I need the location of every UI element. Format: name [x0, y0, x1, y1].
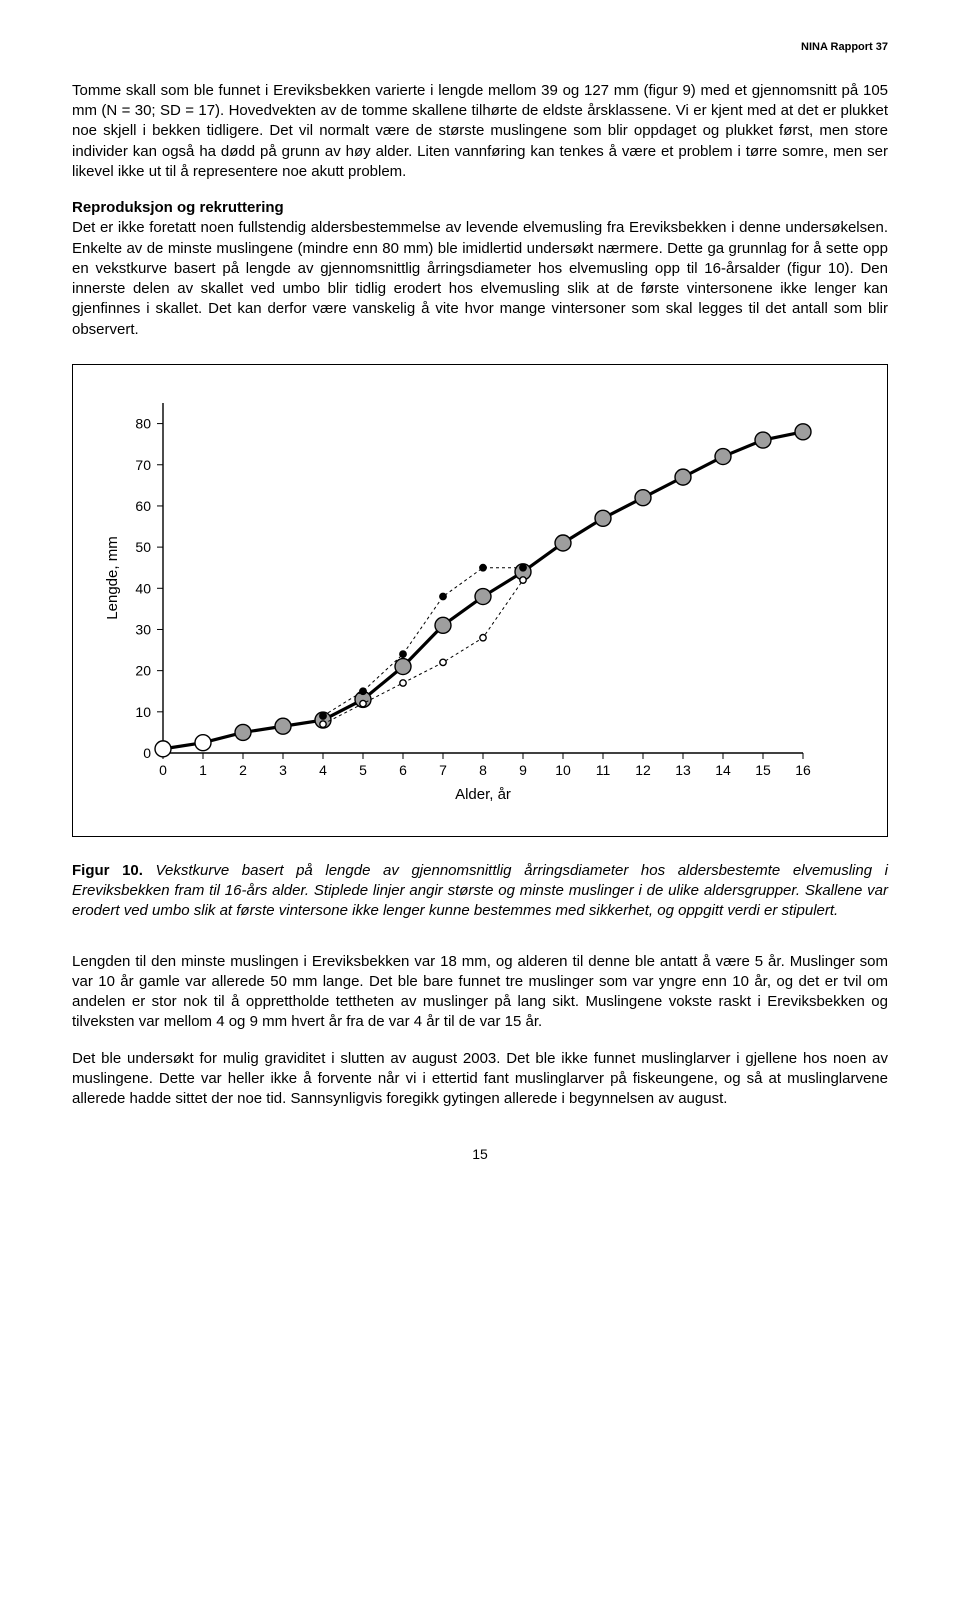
svg-text:0: 0	[159, 762, 167, 778]
paragraph-1: Tomme skall som ble funnet i Ereviksbekk…	[72, 81, 888, 182]
svg-text:15: 15	[755, 762, 771, 778]
svg-text:1: 1	[199, 762, 207, 778]
report-header: NINA Rapport 37	[72, 40, 888, 55]
svg-text:60: 60	[135, 498, 151, 514]
svg-text:8: 8	[479, 762, 487, 778]
svg-text:16: 16	[795, 762, 811, 778]
svg-text:20: 20	[135, 662, 151, 678]
paragraph-4: Det ble undersøkt for mulig graviditet i…	[72, 1049, 888, 1110]
svg-text:9: 9	[519, 762, 527, 778]
growth-chart: 0123456789101112131415160102030405060708…	[72, 364, 888, 837]
svg-text:30: 30	[135, 621, 151, 637]
svg-text:4: 4	[319, 762, 327, 778]
svg-text:10: 10	[555, 762, 571, 778]
page-number: 15	[72, 1145, 888, 1164]
svg-text:80: 80	[135, 415, 151, 431]
svg-text:5: 5	[359, 762, 367, 778]
svg-text:50: 50	[135, 539, 151, 555]
svg-text:13: 13	[675, 762, 691, 778]
svg-text:0: 0	[143, 745, 151, 761]
paragraph-2-text: Det er ikke foretatt noen fullstendig al…	[72, 219, 888, 337]
svg-text:Lengde, mm: Lengde, mm	[104, 536, 121, 619]
svg-text:Alder, år: Alder, år	[455, 786, 511, 803]
paragraph-3: Lengden til den minste muslingen i Erevi…	[72, 952, 888, 1033]
figure-caption-text: Vekstkurve basert på lengde av gjennomsn…	[72, 862, 888, 920]
paragraph-2: Reproduksjon og rekruttering Det er ikke…	[72, 198, 888, 340]
svg-text:70: 70	[135, 457, 151, 473]
svg-text:10: 10	[135, 704, 151, 720]
svg-text:6: 6	[399, 762, 407, 778]
svg-text:14: 14	[715, 762, 731, 778]
svg-text:12: 12	[635, 762, 651, 778]
svg-text:7: 7	[439, 762, 447, 778]
svg-text:40: 40	[135, 580, 151, 596]
figure-label: Figur 10.	[72, 862, 143, 879]
svg-text:11: 11	[596, 762, 611, 778]
chart-svg: 0123456789101112131415160102030405060708…	[93, 393, 823, 808]
figure-caption: Figur 10. Vekstkurve basert på lengde av…	[72, 861, 888, 922]
section-heading: Reproduksjon og rekruttering	[72, 199, 284, 216]
svg-text:3: 3	[279, 762, 287, 778]
svg-text:2: 2	[239, 762, 247, 778]
